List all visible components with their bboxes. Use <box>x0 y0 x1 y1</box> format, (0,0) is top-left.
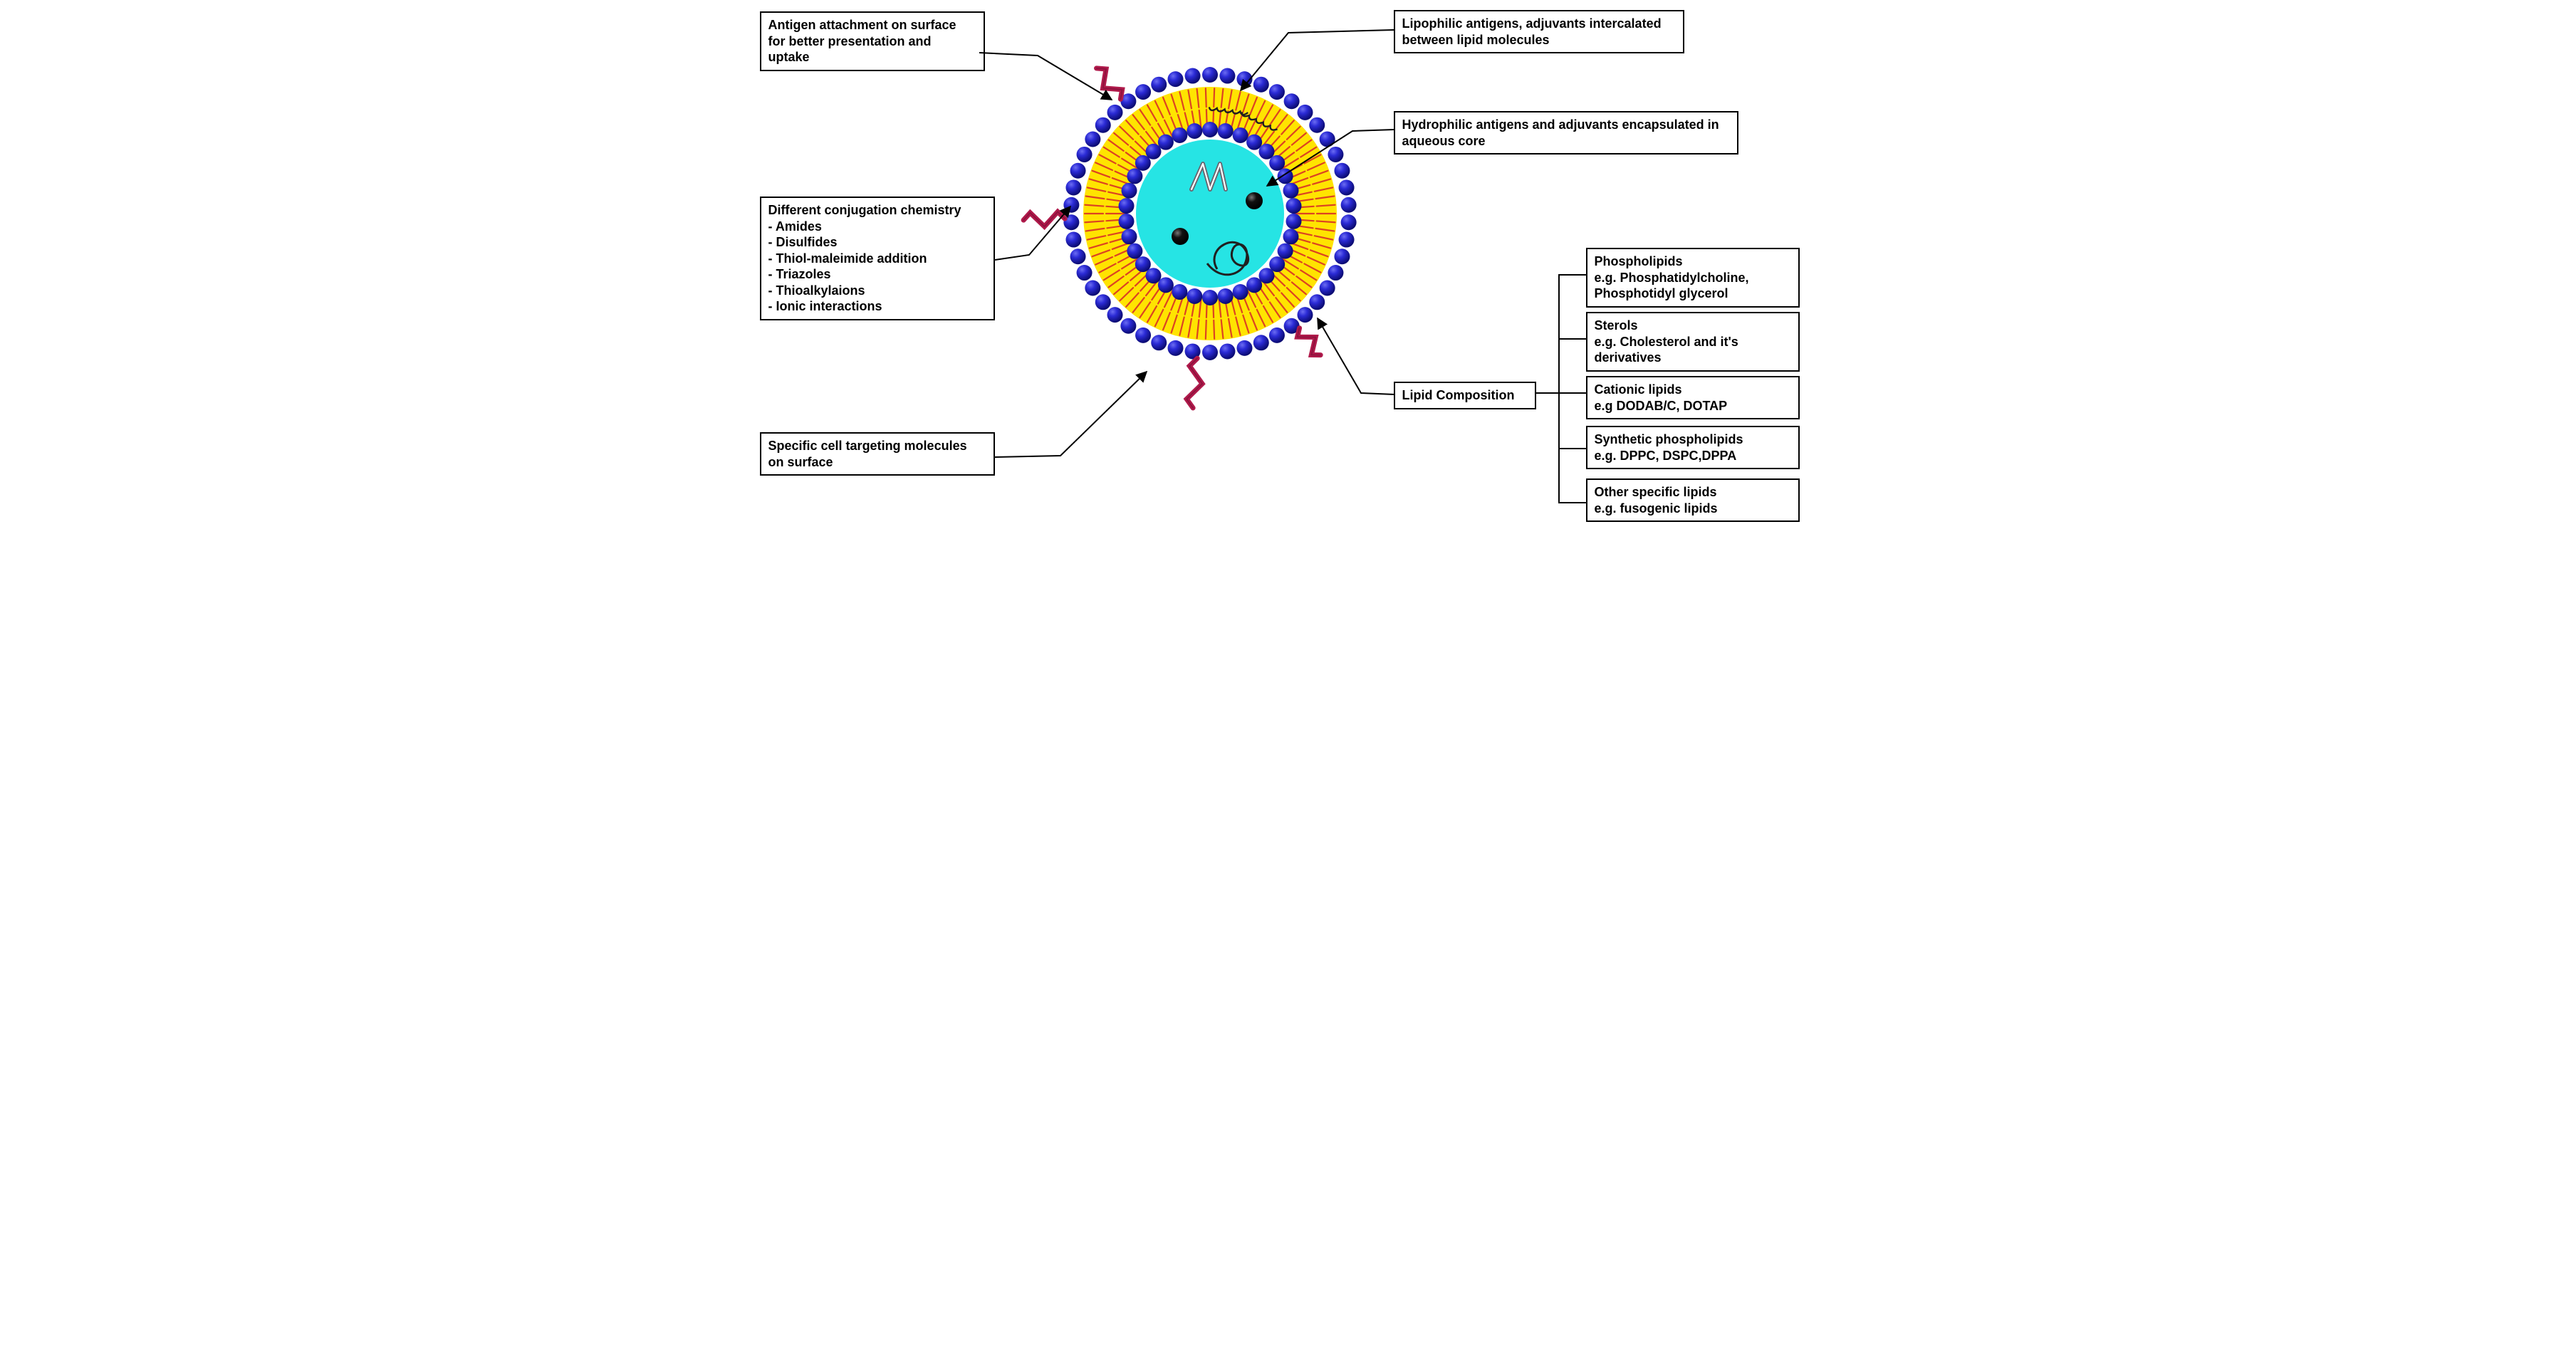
liposome-icon <box>747 0 1830 566</box>
diagram-stage: Antigen attachment on surface for better… <box>747 0 1830 566</box>
